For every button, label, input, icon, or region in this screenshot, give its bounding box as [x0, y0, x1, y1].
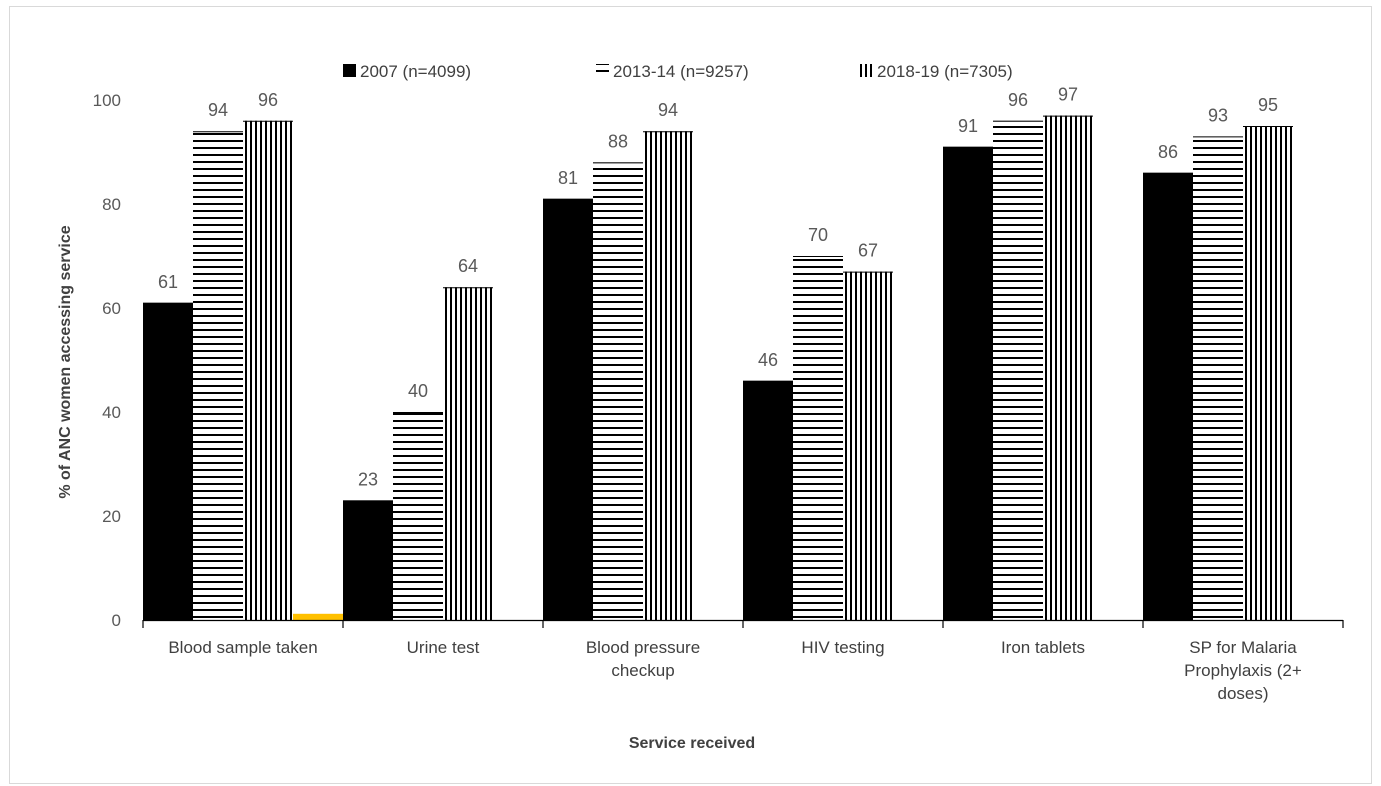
data-label: 88	[608, 131, 628, 151]
category-label: Blood pressure checkup	[586, 638, 700, 680]
category-label: SP for Malaria Prophylaxis (2+ doses)	[1184, 638, 1302, 703]
bar	[393, 412, 443, 620]
bar	[193, 131, 243, 620]
y-axis-ticks: 0 20 40 60 80 100	[93, 91, 121, 630]
y-tick-label: 20	[102, 507, 121, 526]
y-tick-label: 100	[93, 91, 121, 110]
y-tick-label: 80	[102, 195, 121, 214]
bar	[743, 380, 793, 620]
data-label: 91	[958, 116, 978, 136]
data-label: 94	[208, 100, 228, 120]
data-label: 46	[758, 350, 778, 370]
category-label: Blood sample taken	[168, 638, 317, 657]
category-label-line: Blood sample taken	[168, 638, 317, 657]
category-label: Urine test	[407, 638, 480, 657]
x-axis	[142, 619, 1344, 628]
data-label: 96	[258, 90, 278, 110]
legend: 2007 (n=4099) 2013-14 (n=9257) 2018-19 (n=…	[343, 62, 1013, 81]
legend-label: 2013-14 (n=9257)	[613, 62, 749, 81]
legend-label: 2018-19 (n=7305)	[877, 62, 1013, 81]
data-label: 70	[808, 225, 828, 245]
artifact-bar	[293, 613, 343, 620]
bar	[993, 120, 1043, 621]
y-tick-label: 60	[102, 299, 121, 318]
data-label: 81	[558, 168, 578, 188]
data-label: 95	[1258, 95, 1278, 115]
category-label: Iron tablets	[1001, 638, 1085, 657]
bar	[343, 500, 393, 620]
x-axis-title: Service received	[629, 735, 755, 752]
bar	[1043, 115, 1093, 620]
legend-swatch	[596, 64, 609, 77]
data-label: 93	[1208, 105, 1228, 125]
bar	[643, 131, 693, 620]
bar	[843, 271, 893, 620]
bar	[1143, 172, 1193, 621]
bar	[443, 287, 493, 620]
data-label: 40	[408, 381, 428, 401]
bars	[143, 115, 1293, 621]
bar	[1243, 126, 1293, 620]
category-label: HIV testing	[801, 638, 884, 657]
data-label: 86	[1158, 142, 1178, 162]
bar	[243, 120, 293, 621]
category-label-line: Blood pressure	[586, 638, 700, 657]
category-label-line: SP for Malaria	[1189, 638, 1297, 657]
category-label-line: HIV testing	[801, 638, 884, 657]
data-label: 97	[1058, 85, 1078, 105]
legend-swatch	[343, 64, 356, 77]
data-label: 67	[858, 241, 878, 261]
data-label: 23	[358, 469, 378, 489]
data-label: 64	[458, 256, 478, 276]
y-tick-label: 0	[112, 611, 121, 630]
category-label-line: Prophylaxis (2+	[1184, 661, 1302, 680]
category-label-line: doses)	[1217, 684, 1268, 703]
category-label-line: Iron tablets	[1001, 638, 1085, 657]
bar	[543, 198, 593, 621]
category-labels: Blood sample taken Urine test Blood pressu…	[168, 638, 1302, 703]
data-label: 94	[658, 100, 678, 120]
legend-swatch	[860, 64, 873, 77]
category-label-line: Urine test	[407, 638, 480, 657]
data-labels: 61 23 81 46 91 86 94 40 88 70 96 93 96 64 94 67 97 95	[158, 85, 1278, 490]
legend-label: 2007 (n=4099)	[360, 62, 471, 81]
data-label: 96	[1008, 90, 1028, 110]
bar	[143, 302, 193, 620]
bar	[943, 146, 993, 621]
y-tick-label: 40	[102, 403, 121, 422]
bar	[793, 256, 843, 620]
y-axis-title: % of ANC women accessing service	[57, 225, 74, 498]
bar	[593, 162, 643, 620]
category-label-line: checkup	[611, 661, 674, 680]
data-label: 61	[158, 272, 178, 292]
bar	[1193, 136, 1243, 620]
